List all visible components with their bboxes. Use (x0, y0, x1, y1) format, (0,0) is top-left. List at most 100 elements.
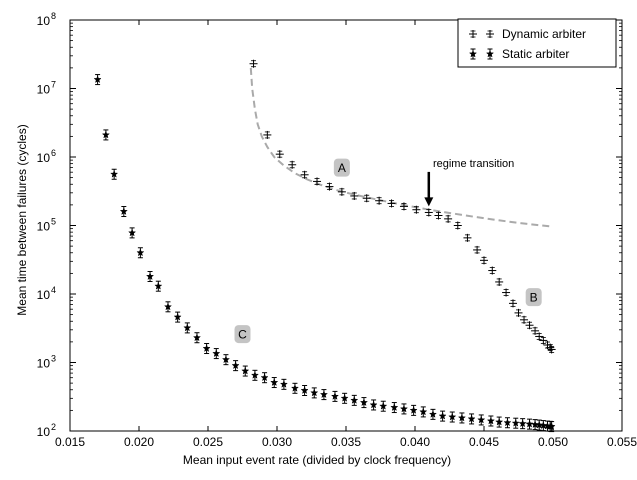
dynamic-point-4 (300, 170, 309, 179)
legend-label-static: Static arbiter (502, 47, 569, 61)
annotation-box-0 (333, 158, 350, 177)
x-tick-label-0: 0.015 (55, 435, 85, 449)
dynamic-point-1 (263, 130, 272, 139)
dynamic-point-3 (288, 160, 297, 169)
static-point-10 (183, 322, 192, 334)
dynamic-point-17 (453, 221, 462, 230)
static-point-37 (448, 411, 457, 423)
y-axis-label: Mean time between failures (cycles) (15, 124, 29, 315)
static-point-15 (231, 360, 240, 372)
y-tick-exp-2: 4 (51, 285, 56, 295)
static-point-30 (379, 400, 388, 412)
static-point-28 (359, 397, 369, 409)
static-point-1 (101, 129, 110, 141)
x-tick-label-5: 0.040 (400, 435, 430, 449)
dynamic-point-18 (463, 233, 472, 242)
x-tick-label-4: 0.035 (331, 435, 361, 449)
static-point-16 (241, 365, 250, 377)
y-tick-base-4: 10 (37, 151, 51, 165)
y-tick-exp-1: 3 (51, 354, 56, 364)
static-point-44 (511, 417, 520, 429)
static-point-43 (503, 417, 512, 429)
legend-box (457, 18, 617, 68)
static-point-29 (369, 399, 378, 411)
x-tick-label-8: 0.055 (607, 435, 637, 449)
x-axis-label: Mean input event rate (divided by clock … (183, 453, 451, 467)
static-point-21 (290, 382, 300, 394)
dynamic-point-0 (249, 59, 258, 68)
y-tick-label-0: 10 2 (37, 422, 56, 439)
static-point-31 (390, 402, 399, 414)
y-tick-label-4: 10 6 (37, 148, 56, 165)
annotation-label-B: B (530, 291, 538, 305)
dynamic-point-21 (488, 266, 497, 275)
dynamic-point-25 (514, 308, 523, 317)
static-point-3 (119, 206, 128, 218)
axes-frame: 0.015 0.020 0.025 0.030 0.035 0.040 0.045 0.050… (37, 11, 637, 449)
plot-frame (69, 19, 623, 432)
static-point-17 (250, 369, 260, 381)
static-point-23 (310, 387, 319, 399)
legend-marker-static-b (485, 48, 495, 60)
legend-marker-dynamic-a (469, 30, 477, 38)
static-point-13 (212, 348, 221, 360)
static-point-24 (319, 389, 329, 401)
y-tick-base-0: 10 (37, 425, 51, 439)
dynamic-point-12 (399, 202, 408, 211)
static-point-19 (270, 377, 279, 389)
dynamic-point-33 (547, 345, 556, 354)
y-tick-exp-4: 6 (51, 148, 56, 158)
dynamic-point-7 (337, 187, 346, 196)
fit-curve-layer (249, 67, 554, 228)
static-point-26 (340, 392, 349, 404)
legend-marker-dynamic-b (486, 30, 494, 38)
static-point-38 (457, 412, 467, 424)
dynamic-point-10 (375, 196, 384, 205)
static-point-14 (221, 354, 231, 366)
y-tick-exp-6: 8 (51, 11, 56, 21)
static-point-40 (477, 414, 486, 426)
dynamic-point-6 (325, 182, 334, 191)
static-point-9 (173, 311, 182, 323)
static-point-7 (154, 280, 163, 292)
dynamic-point-15 (434, 211, 443, 220)
fit-curve (249, 67, 554, 228)
dynamic-point-29 (535, 332, 544, 341)
regime-transition-arrow-head (424, 197, 434, 207)
y-tick-label-6: 10 8 (37, 11, 56, 28)
static-point-8 (163, 301, 173, 313)
y-tick-exp-5: 7 (51, 80, 56, 90)
static-point-11 (192, 332, 202, 344)
y-tick-label-3: 10 5 (37, 217, 56, 234)
legend: Dynamic arbiter Static arbiter (457, 18, 617, 68)
legend-label-dynamic: Dynamic arbiter (502, 27, 586, 41)
static-point-20 (279, 378, 289, 390)
dynamic-point-23 (502, 288, 511, 297)
y-tick-base-6: 10 (37, 14, 51, 28)
y-tick-base-5: 10 (37, 83, 51, 97)
annotation-box-2 (234, 325, 251, 344)
static-point-6 (145, 271, 155, 283)
static-point-42 (495, 416, 504, 428)
static-point-32 (399, 403, 409, 415)
y-tick-exp-0: 2 (51, 422, 56, 432)
dynamic-point-30 (539, 336, 548, 345)
static-point-46 (525, 418, 534, 430)
dynamic-point-14 (424, 208, 433, 217)
x-tick-label-6: 0.045 (469, 435, 499, 449)
dynamic-point-2 (275, 150, 284, 159)
x-tick-label-1: 0.020 (124, 435, 154, 449)
dynamic-point-13 (412, 205, 421, 214)
y-tick-label-5: 10 7 (37, 80, 56, 97)
y-tick-label-2: 10 4 (37, 285, 56, 302)
static-arbiter-series (93, 74, 556, 433)
regime-transition-label: regime transition (433, 158, 514, 170)
dynamic-point-16 (444, 214, 453, 223)
dynamic-point-8 (350, 191, 359, 200)
x-tick-label-3: 0.030 (262, 435, 292, 449)
static-point-39 (467, 413, 476, 425)
annotation-box-1 (525, 288, 542, 307)
y-tick-base-3: 10 (37, 220, 51, 234)
